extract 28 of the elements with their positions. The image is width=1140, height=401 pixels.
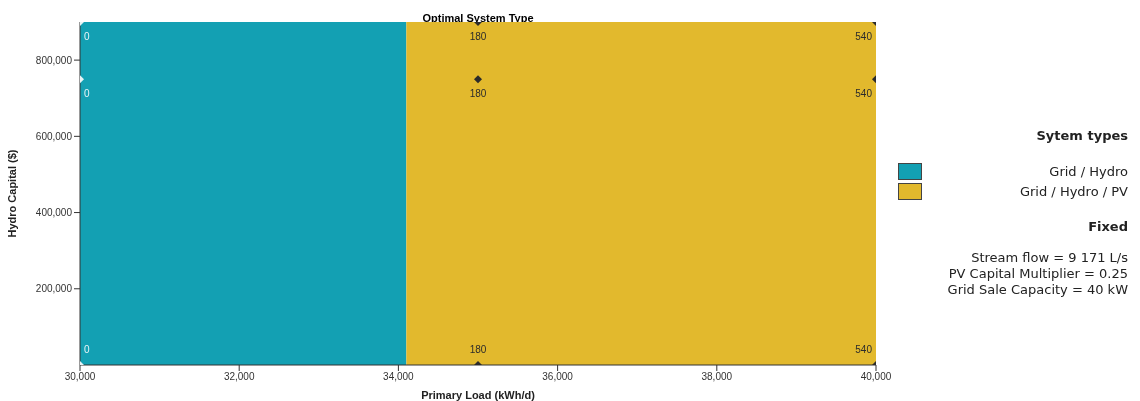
- annotation: 0: [84, 31, 90, 42]
- y-tick-label: 200,000: [35, 283, 73, 295]
- text: Fixed: [1087, 219, 1128, 234]
- y-tick-label: 600,000: [35, 130, 73, 142]
- annotation: 0: [84, 344, 90, 355]
- legend-title: Sytem types: [1035, 128, 1128, 143]
- annotation: 540: [855, 88, 873, 100]
- text: Grid / Hydro / PV: [1019, 183, 1128, 199]
- x-tick-label: 40,000: [860, 371, 892, 383]
- y-tick-label: 400,000: [35, 207, 73, 219]
- annotation: 180: [469, 344, 487, 355]
- annotation: 180: [469, 88, 487, 100]
- x-tick-label: 32,000: [223, 371, 255, 383]
- text: Grid / Hydro: [1049, 163, 1128, 179]
- y-axis-title: Hydro Capital ($): [5, 149, 18, 238]
- x-axis-title: Primary Load (kWh/d): [421, 389, 536, 401]
- text: Stream flow = 9 171 L/s: [970, 250, 1128, 265]
- text: PV Capital Multiplier = 0.25: [947, 266, 1128, 281]
- x-tick-label: 38,000: [701, 371, 733, 383]
- annotation: 540: [855, 31, 873, 42]
- annotation: 180: [469, 31, 487, 42]
- y-tick-label: 800,000: [35, 54, 73, 66]
- text: Grid Sale Capacity = 40 kW: [946, 282, 1128, 297]
- x-tick-label: 36,000: [542, 371, 574, 383]
- annotation: 540: [855, 344, 873, 355]
- x-tick-label: 34,000: [383, 371, 415, 383]
- x-tick-label: 30,000: [64, 371, 96, 383]
- annotation: 0: [84, 88, 90, 100]
